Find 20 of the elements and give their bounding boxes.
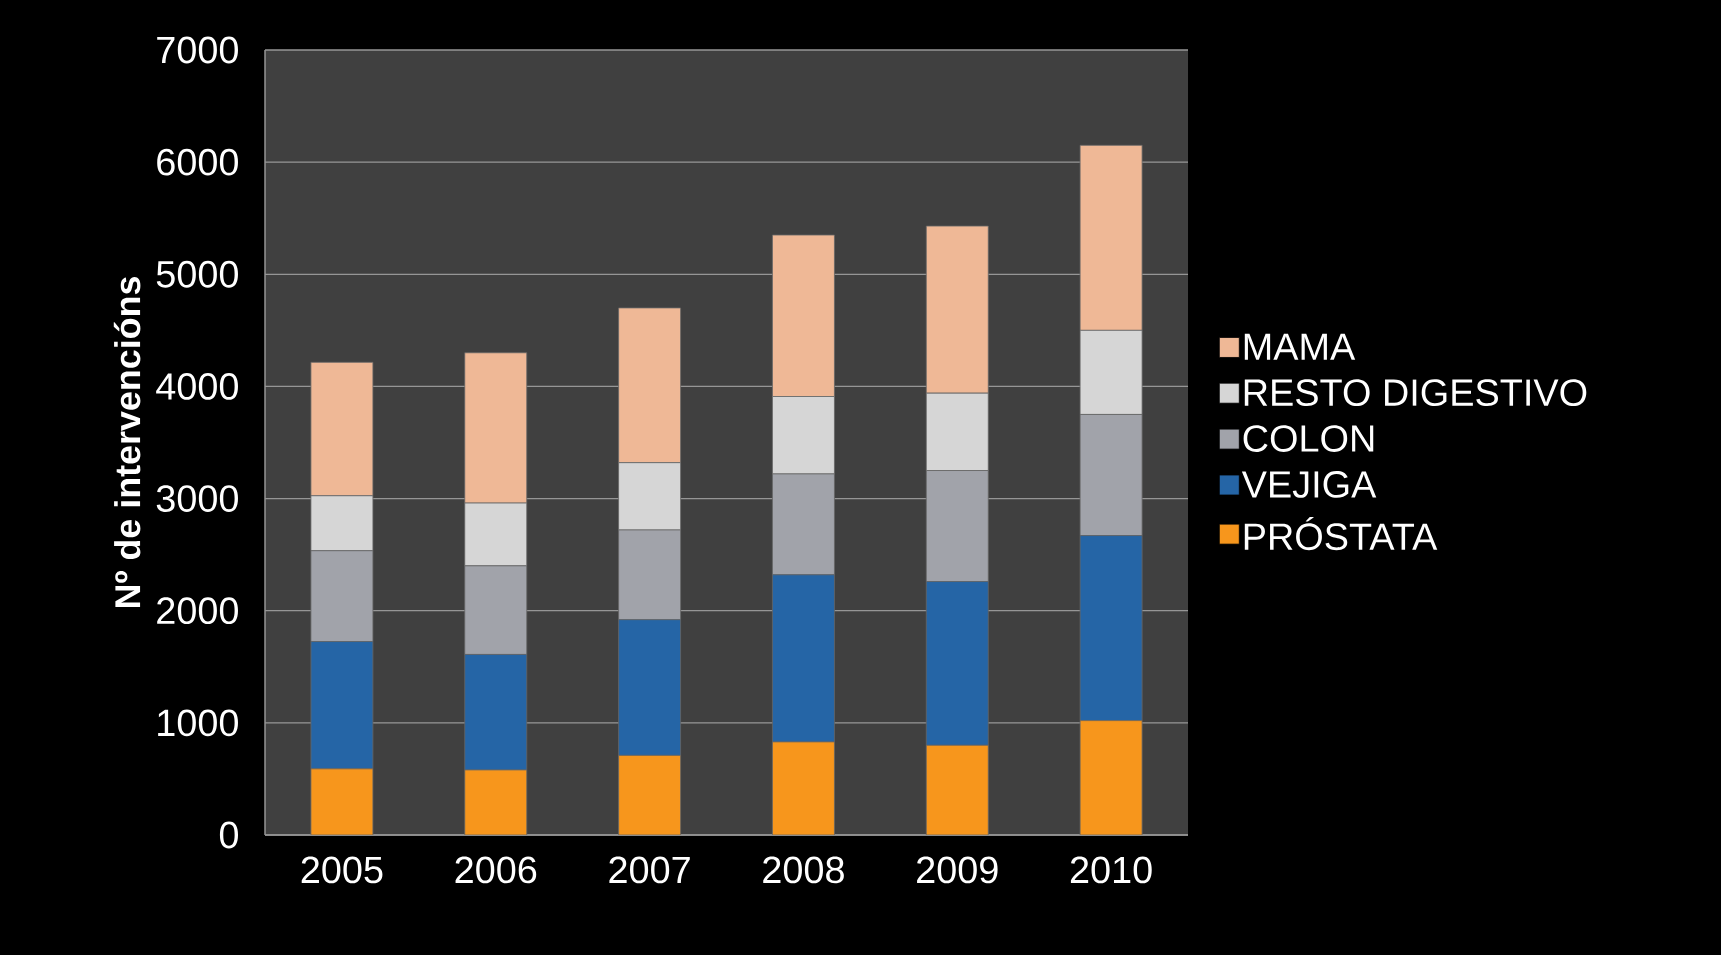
y-tick-label: 7000 [157, 36, 238, 64]
x-tick-label: 2005 [301, 856, 383, 884]
y-tick-label: 4000 [156, 373, 238, 400]
y-tick-label: 6000 [157, 148, 238, 176]
legend-label: COLON [1243, 425, 1374, 452]
y-tick-label: 1000 [158, 709, 238, 737]
legend-label: PRÓSTATA [1244, 516, 1438, 551]
legend-label: VEJIGA [1241, 471, 1377, 498]
x-tick-label: 2009 [917, 856, 998, 884]
y-tick-label: 2000 [157, 597, 238, 625]
y-tick-label: 0 [219, 821, 239, 849]
x-tick-label: 2010 [1070, 856, 1152, 884]
x-tick-label: 2008 [763, 856, 844, 884]
x-tick-label: 2007 [609, 856, 690, 884]
y-axis-title: Nº de intervencións [113, 277, 141, 608]
legend-label: RESTO DIGESTIVO [1244, 379, 1587, 407]
legend-label: MAMA [1244, 333, 1356, 360]
y-tick-label: 3000 [156, 485, 238, 512]
y-tick-label: 5000 [156, 260, 238, 288]
x-tick-label: 2006 [455, 856, 537, 884]
